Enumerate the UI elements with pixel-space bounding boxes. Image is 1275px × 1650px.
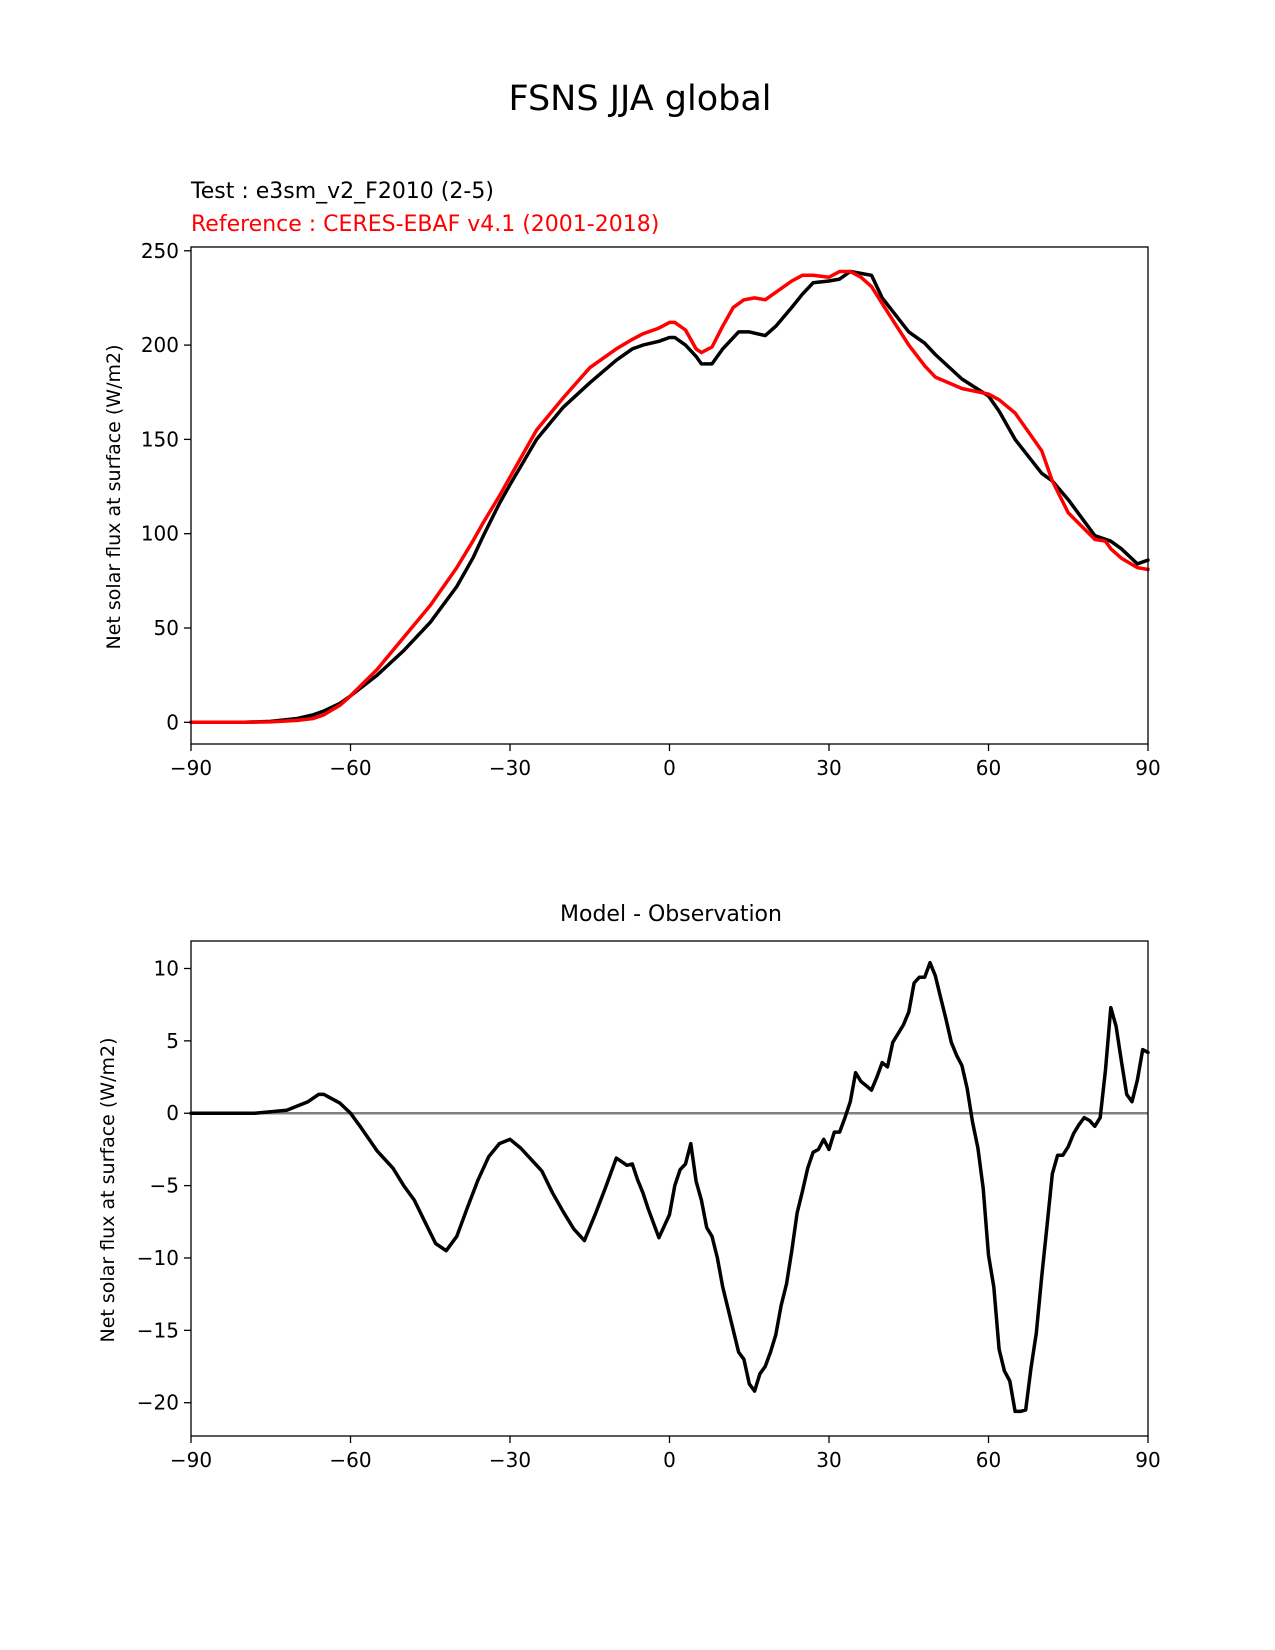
top-chart-panel: Test : e3sm_v2_F2010 (2-5) Reference : C… — [103, 179, 1161, 780]
bottom-y-tick-label: 10 — [154, 957, 179, 981]
top-y-tick-label: 0 — [166, 710, 179, 734]
bottom-y-tick-label: −5 — [150, 1174, 179, 1198]
top-y-tick-label: 250 — [141, 239, 179, 263]
top-x-tick-label: 90 — [1135, 756, 1160, 780]
bottom-x-tick-label: 60 — [976, 1448, 1001, 1472]
top-series-line-0 — [189, 269, 1150, 725]
figure-title: FSNS JJA global — [508, 79, 771, 119]
top-y-tick-label: 100 — [141, 522, 179, 546]
bottom-x-tick-label: 0 — [663, 1448, 676, 1472]
bottom-y-tick-label: −20 — [137, 1391, 179, 1415]
bottom-x-tick-label: −30 — [489, 1448, 531, 1472]
bottom-chart-title: Model - Observation — [560, 902, 782, 927]
bottom-y-tick-label: −15 — [137, 1318, 179, 1342]
bottom-x-tick-label: 90 — [1135, 1448, 1160, 1472]
bottom-chart-panel: Model - Observation Net solar flux at su… — [97, 902, 1161, 1472]
reference-label: Reference : CERES-EBAF v4.1 (2001-2018) — [191, 212, 659, 237]
bottom-x-tick-label: −90 — [170, 1448, 212, 1472]
top-y-tick-label: 150 — [141, 427, 179, 451]
top-series-line-1 — [189, 269, 1150, 725]
bottom-y-axis-label: Net solar flux at surface (W/m2) — [97, 1038, 119, 1343]
top-x-tick-label: 60 — [976, 756, 1001, 780]
top-x-tick-label: −60 — [329, 756, 371, 780]
top-x-tick-label: −30 — [489, 756, 531, 780]
bottom-y-tick-label: 5 — [166, 1029, 179, 1053]
top-y-axis-label: Net solar flux at surface (W/m2) — [103, 345, 125, 650]
bottom-y-tick-label: 0 — [166, 1101, 179, 1125]
bottom-x-tick-label: −60 — [329, 1448, 371, 1472]
bottom-plot-frame — [190, 940, 1149, 1437]
top-y-tick-label: 50 — [154, 616, 179, 640]
bottom-y-tick-label: −10 — [137, 1246, 179, 1270]
bottom-x-tick-label: 30 — [816, 1448, 841, 1472]
top-x-tick-label: 0 — [663, 756, 676, 780]
top-y-tick-label: 200 — [141, 333, 179, 357]
bottom-series-line-0 — [189, 960, 1150, 1414]
top-x-tick-label: 30 — [816, 756, 841, 780]
test-label: Test : e3sm_v2_F2010 (2-5) — [190, 179, 494, 204]
top-x-tick-label: −90 — [170, 756, 212, 780]
